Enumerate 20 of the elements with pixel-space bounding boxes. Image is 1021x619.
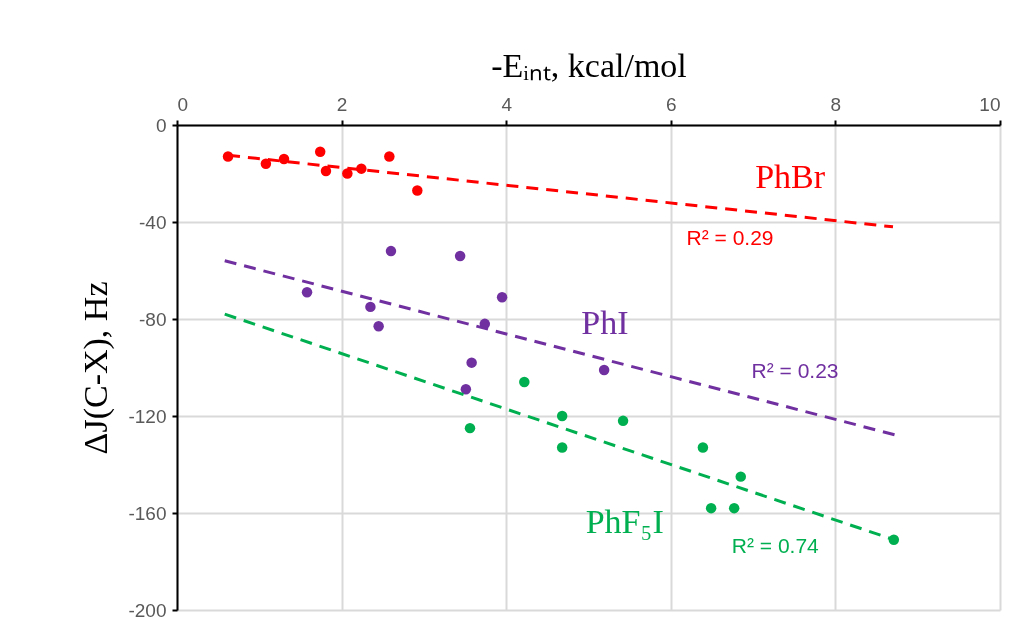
y-tick-label: 0 <box>155 114 167 136</box>
text: PhBr <box>755 158 826 196</box>
y-tick-label: -200 <box>128 599 167 619</box>
x-axis-title: -Eᵢₙₜ, kcal/mol <box>491 46 687 84</box>
annotation: R² = 0.23 <box>751 359 839 383</box>
y-tick-label: -80 <box>139 308 167 330</box>
y-tick-label: -120 <box>128 405 167 427</box>
x-tick-label: 6 <box>666 93 677 115</box>
series-label: PhF₅I <box>585 502 664 540</box>
y-tick-label: -160 <box>128 502 167 524</box>
y-axis-title: ΔJ(C-X), Hz <box>77 281 116 455</box>
x-tick-label: 4 <box>501 93 513 115</box>
series-label: PhI <box>581 303 629 341</box>
y-tick-label: -40 <box>139 211 167 233</box>
x-tick-label: 0 <box>177 93 189 115</box>
x-tick-label: 10 <box>979 93 1001 115</box>
annotation: R² = 0.74 <box>731 533 820 557</box>
annotation: R² = 0.29 <box>686 225 774 249</box>
x-tick-label: 8 <box>830 93 842 115</box>
x-tick-label: 2 <box>336 93 348 115</box>
